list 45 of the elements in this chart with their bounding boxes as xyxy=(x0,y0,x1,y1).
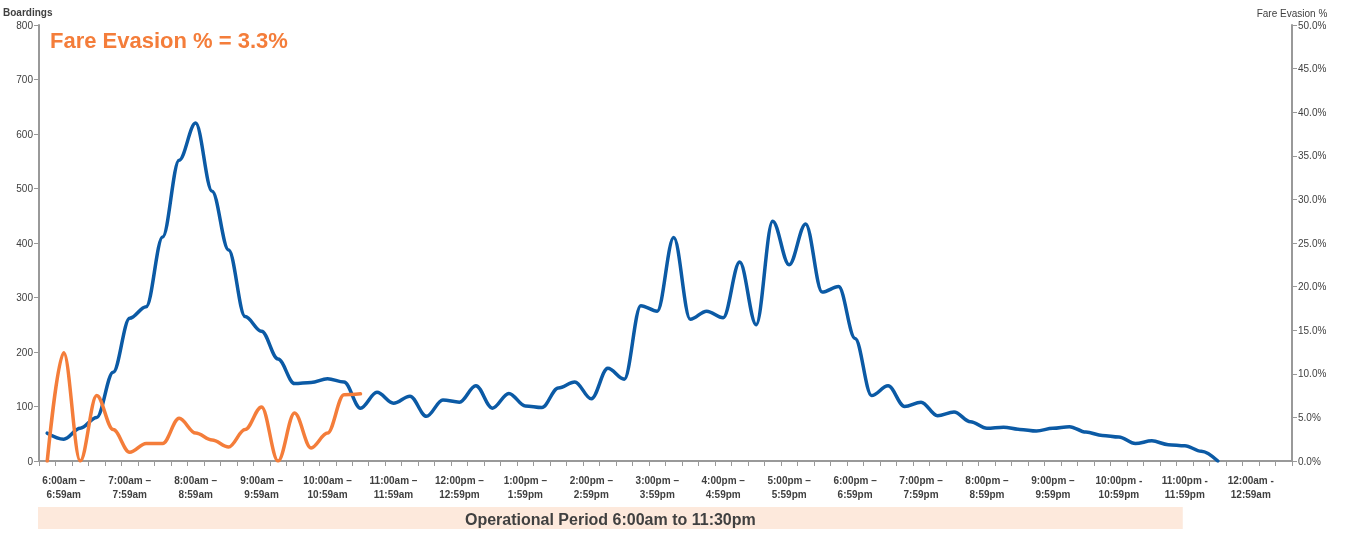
x-tick-label: 11:00am – 11:59am xyxy=(369,474,418,500)
y-tick-label: 500 xyxy=(16,183,34,194)
text: Operational Period 6:00am to 11:30pm xyxy=(465,510,756,528)
y2-tick-label: 40.0% xyxy=(1298,106,1327,118)
x-tick-label: 6:00am – 6:59am xyxy=(42,474,86,500)
x-tick-label: 4:00pm – 4:59pm xyxy=(701,474,746,500)
y2-tick-label: 25.0% xyxy=(1298,237,1327,249)
x-tick-label: 12:00pm – 12:59pm xyxy=(434,474,485,500)
y2-tick-label: 15.0% xyxy=(1298,324,1327,336)
x-tick-label: 2:00pm – 2:59pm xyxy=(569,474,614,500)
y-tick-label: 800 xyxy=(16,19,34,31)
y2-tick-label: 0.0% xyxy=(1298,455,1321,467)
y2-tick-label: 20.0% xyxy=(1298,281,1327,293)
y-tick-label: 100 xyxy=(16,401,34,412)
annotation: Fare Evasion % = 3.3% xyxy=(50,27,288,53)
x-tick-label: 10:00pm - 10:59pm xyxy=(1095,474,1143,500)
y2-tick-label: 30.0% xyxy=(1298,193,1327,205)
x-tick-label: 11:00pm - 11:59pm xyxy=(1161,474,1208,500)
x-tick-label: 3:00pm – 3:59pm xyxy=(635,474,680,500)
x-tick-label: 7:00pm – 7:59pm xyxy=(899,474,944,500)
y-axis-title: Boardings xyxy=(3,6,53,18)
x-tick-label: 12:00am - 12:59am xyxy=(1227,474,1274,500)
y-tick-label: 300 xyxy=(16,292,34,303)
y-tick-label: 0 xyxy=(27,455,34,467)
x-tick-label: 8:00am – 8:59am xyxy=(174,474,218,500)
y2-tick-label: 5.0% xyxy=(1298,411,1321,423)
x-tick-label: 9:00am – 9:59am xyxy=(240,474,284,500)
y-tick-label: 200 xyxy=(16,346,34,358)
y2-tick-label: 35.0% xyxy=(1298,150,1327,162)
x-tick-label: 10:00am – 10:59am xyxy=(303,474,353,500)
y2-tick-label: 10.0% xyxy=(1298,368,1327,380)
line-series xyxy=(45,121,1220,463)
y-tick-label: 700 xyxy=(16,74,34,85)
x-tick-label: 8:00pm – 8:59pm xyxy=(965,474,1010,500)
y-tick-label: 600 xyxy=(16,128,34,140)
x-tick-label: 7:00am – 7:59am xyxy=(108,474,152,500)
y2-tick-label: 50.0% xyxy=(1298,19,1327,31)
x-tick-label: 6:00pm – 6:59pm xyxy=(833,474,878,500)
y2-axis-title: Fare Evasion % xyxy=(1256,8,1328,19)
y-tick-label: 400 xyxy=(16,237,34,249)
x-tick-label: 1:00pm – 1:59pm xyxy=(503,474,548,500)
y2-tick-label: 45.0% xyxy=(1298,63,1327,75)
line-series xyxy=(45,351,363,463)
x-tick-label: 5:00pm – 5:59pm xyxy=(767,474,812,500)
x-tick-label: 9:00pm – 9:59pm xyxy=(1031,474,1076,500)
